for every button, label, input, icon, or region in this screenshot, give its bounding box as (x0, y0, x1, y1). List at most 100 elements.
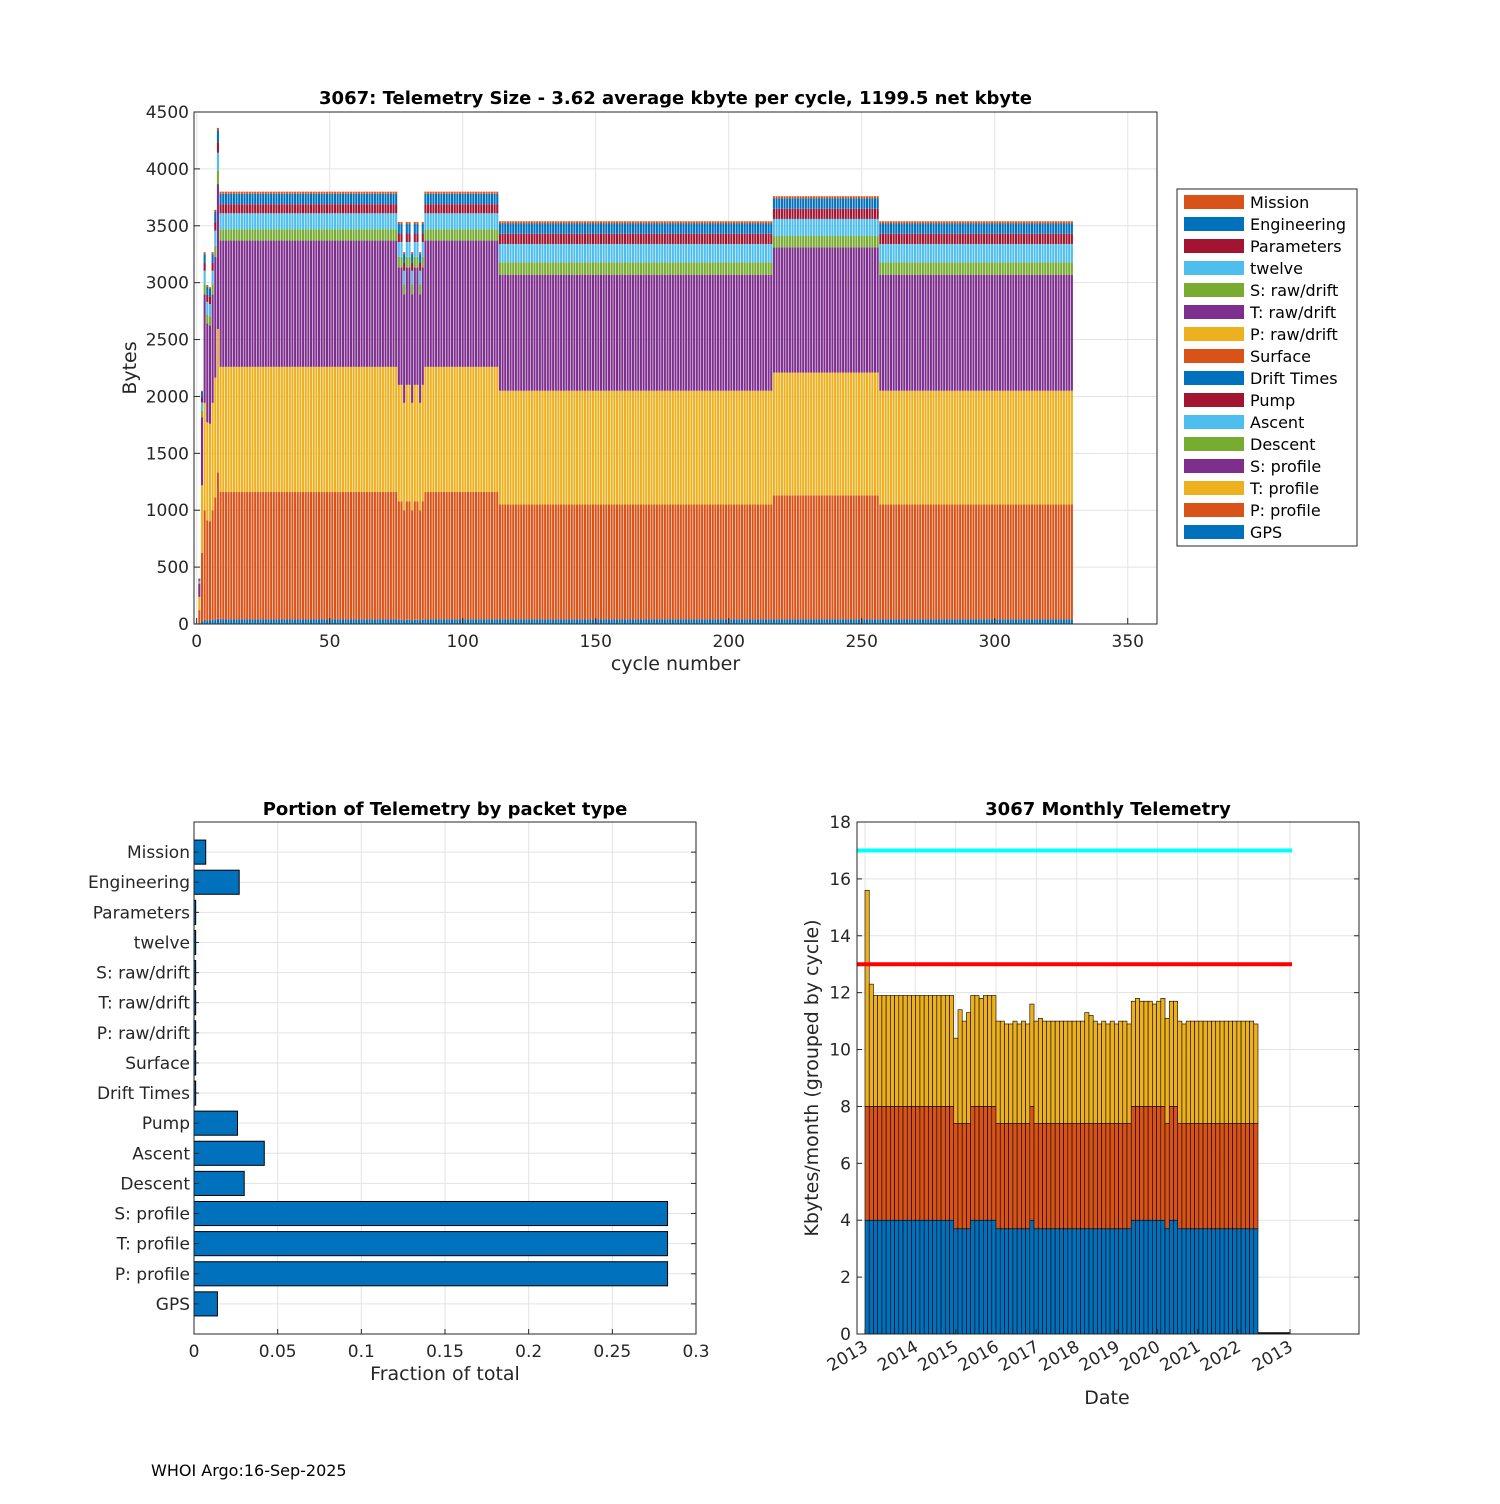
bar-segment (884, 274, 887, 391)
bar-segment (743, 262, 746, 275)
bar-segment (458, 619, 462, 624)
bar-segment (200, 391, 204, 398)
bar-segment (1025, 223, 1028, 234)
bar-segment (778, 198, 781, 209)
bar-segment (278, 366, 281, 493)
bar-segment (663, 619, 666, 624)
bar-segment (818, 218, 821, 237)
bar-segment (759, 390, 762, 505)
bar-segment (413, 501, 416, 620)
bar-segment (993, 233, 996, 244)
bar-segment (1012, 221, 1015, 224)
bar-segment (206, 284, 209, 287)
bar-segment (905, 619, 908, 624)
bar-segment (1122, 1123, 1128, 1230)
bar-segment (1105, 1023, 1111, 1124)
bar-segment (775, 218, 778, 237)
bar-segment (392, 240, 395, 367)
bar-segment (267, 193, 270, 205)
bar-segment (695, 233, 698, 244)
bar-segment (759, 274, 762, 391)
bar-segment (873, 495, 877, 620)
bar-segment (243, 366, 246, 493)
bar-segment (988, 233, 991, 244)
bar-segment (480, 191, 483, 194)
bar-segment (988, 390, 991, 505)
bar-segment (200, 397, 204, 403)
bar-segment (560, 243, 563, 263)
bar-segment (868, 247, 871, 373)
bar-segment (615, 274, 619, 391)
bar-segment (291, 366, 294, 493)
bar-segment (903, 223, 906, 234)
bar-segment (344, 204, 347, 214)
bar-segment (1202, 1228, 1208, 1335)
bar-segment (980, 223, 983, 234)
bar-segment (730, 221, 733, 224)
bar-segment (498, 221, 501, 224)
bar-segment (357, 191, 360, 194)
bar-segment (780, 619, 783, 624)
y-tick-label: 14 (829, 927, 851, 947)
bar-segment (799, 198, 802, 209)
bar-segment (352, 193, 355, 205)
bar-segment (349, 229, 352, 241)
bar-segment (658, 243, 661, 263)
bar-segment (991, 233, 994, 244)
bar-segment (248, 619, 251, 624)
bar-segment (1017, 223, 1020, 234)
bar-segment (895, 390, 898, 505)
bar-segment (264, 366, 267, 493)
bar-segment (541, 619, 544, 624)
bar-segment (445, 366, 448, 493)
bar-segment (991, 223, 994, 234)
bar-segment (344, 191, 347, 194)
bar-segment (937, 221, 940, 224)
bar-segment (198, 579, 201, 581)
bar-segment (1130, 1000, 1136, 1107)
bar-segment (884, 619, 887, 624)
bar-segment (533, 223, 536, 234)
bar-segment (1068, 223, 1071, 234)
bar-segment (897, 233, 900, 244)
bar-segment (873, 619, 877, 624)
bar-segment (522, 221, 525, 224)
bar-segment (988, 243, 991, 263)
bar-segment (717, 262, 720, 275)
bar-segment (310, 213, 313, 230)
bar-segment (889, 223, 893, 234)
bar-segment (788, 196, 791, 199)
bar-segment (807, 236, 810, 248)
bar-segment (224, 204, 227, 214)
bar-segment (413, 267, 416, 385)
bar-segment (666, 233, 669, 244)
bar-segment (953, 504, 956, 620)
bar-segment (860, 218, 863, 237)
bar-segment (602, 223, 605, 234)
bar-segment (243, 229, 246, 241)
bar-segment (663, 262, 666, 275)
bar-segment (328, 213, 331, 230)
bar-segment (988, 221, 991, 224)
bar-segment (256, 240, 259, 367)
bar-segment (230, 240, 233, 367)
bar-segment (940, 1106, 946, 1221)
bar-segment (701, 221, 704, 224)
bar-segment (725, 274, 728, 391)
bar-segment (448, 193, 451, 205)
bar-segment (780, 495, 783, 620)
bar-segment (570, 233, 573, 244)
bar-segment (961, 221, 964, 224)
bar-segment (626, 504, 629, 620)
bar-segment (834, 198, 837, 209)
bar-segment (637, 619, 640, 624)
bar-segment (232, 366, 235, 493)
bar-segment (538, 274, 541, 391)
bar-segment (953, 390, 956, 505)
bar-segment (743, 504, 746, 620)
bar-segment (658, 504, 661, 620)
bar-segment (536, 390, 539, 505)
bar-segment (717, 233, 720, 244)
bar-segment (458, 193, 462, 205)
bar-segment (427, 240, 430, 367)
